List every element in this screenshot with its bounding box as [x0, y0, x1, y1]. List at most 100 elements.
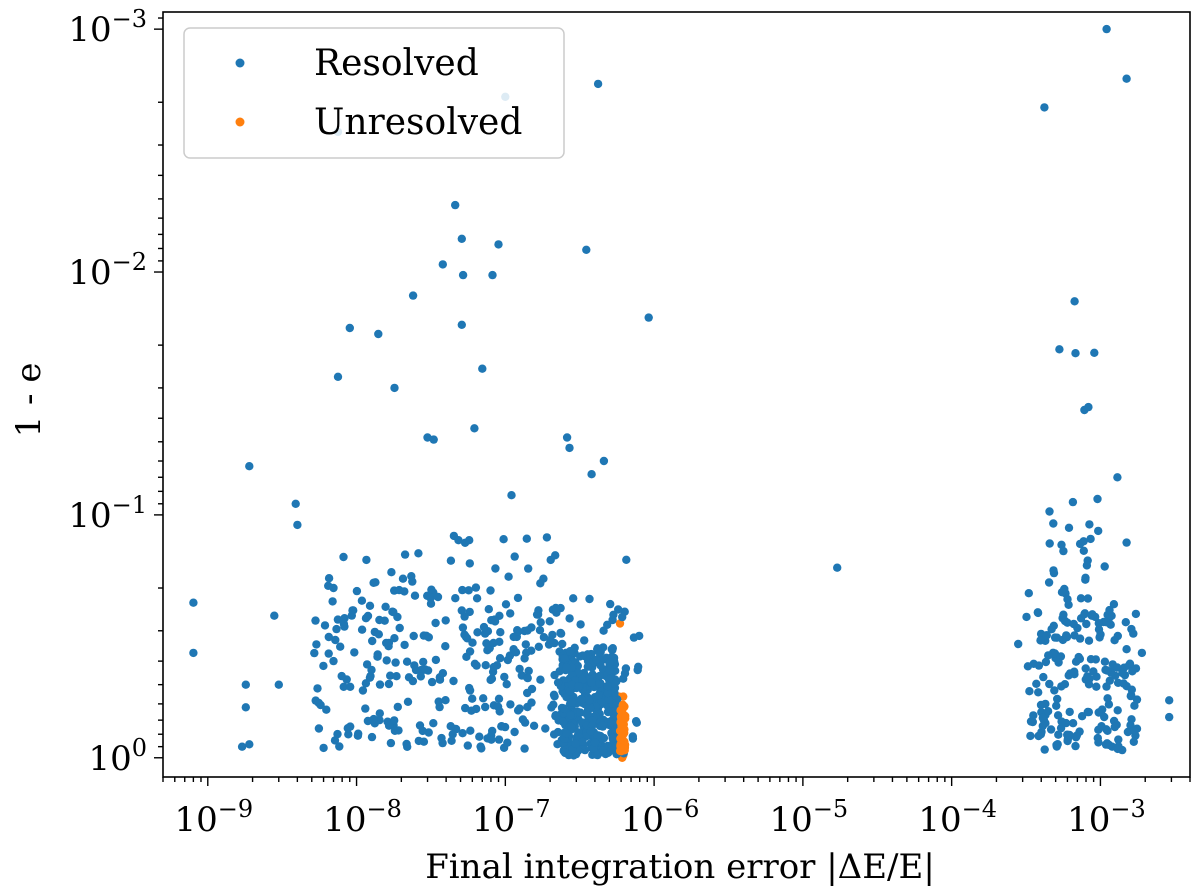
- resolved-point: [458, 270, 468, 280]
- resolved-point: [490, 617, 500, 626]
- resolved-point: [578, 651, 587, 660]
- resolved-point: [585, 703, 595, 712]
- resolved-point: [584, 696, 594, 705]
- resolved-point: [433, 592, 443, 602]
- resolved-point: [339, 552, 348, 562]
- resolved-point: [1118, 668, 1127, 678]
- resolved-point: [353, 731, 363, 740]
- resolved-point: [536, 618, 545, 627]
- resolved-point: [1071, 733, 1081, 742]
- resolved-point: [472, 661, 481, 670]
- resolved-point: [1057, 588, 1067, 597]
- resolved-point: [468, 638, 477, 647]
- resolved-point: [494, 735, 504, 744]
- resolved-point: [189, 598, 198, 607]
- resolved-point: [458, 585, 467, 595]
- resolved-point: [599, 456, 609, 466]
- x-tick-label: 10−5: [770, 795, 849, 840]
- resolved-point: [1065, 730, 1074, 740]
- resolved-point: [458, 623, 468, 632]
- resolved-point: [523, 626, 532, 635]
- resolved-point: [434, 697, 443, 706]
- resolved-point: [1092, 682, 1101, 691]
- resolved-point: [358, 686, 368, 695]
- resolved-point: [438, 260, 447, 269]
- resolved-point: [1165, 696, 1174, 705]
- resolved-point: [1130, 701, 1139, 710]
- resolved-point: [270, 611, 279, 620]
- resolved-point: [1102, 682, 1111, 691]
- x-tick-label: 10−3: [1067, 795, 1146, 840]
- resolved-point: [362, 660, 372, 669]
- resolved-point: [395, 623, 404, 633]
- resolved-point: [527, 698, 536, 707]
- resolved-point: [427, 677, 437, 687]
- resolved-point: [1036, 730, 1046, 739]
- resolved-point: [546, 635, 555, 645]
- y-tick-label: 100: [88, 734, 147, 779]
- resolved-point: [1036, 700, 1046, 710]
- resolved-point: [607, 718, 616, 728]
- resolved-point: [402, 739, 411, 749]
- resolved-point: [488, 270, 497, 280]
- resolved-point: [1119, 679, 1128, 688]
- resolved-point: [502, 680, 511, 689]
- resolved-point: [365, 673, 375, 682]
- resolved-point: [566, 711, 575, 720]
- resolved-point: [424, 633, 433, 642]
- resolved-point: [494, 240, 503, 249]
- resolved-point: [618, 612, 627, 622]
- resolved-point: [606, 599, 615, 609]
- resolved-point: [593, 79, 603, 89]
- resolved-point: [562, 433, 572, 442]
- resolved-point: [500, 672, 509, 682]
- resolved-point: [1052, 633, 1062, 642]
- resolved-point: [532, 610, 542, 619]
- resolved-point: [592, 731, 602, 740]
- resolved-point: [1083, 672, 1092, 681]
- resolved-point: [458, 729, 467, 738]
- resolved-point: [1040, 745, 1049, 754]
- resolved-point: [1024, 589, 1034, 598]
- resolved-point: [319, 743, 328, 753]
- resolved-point: [603, 688, 613, 698]
- resolved-point: [598, 721, 607, 731]
- resolved-point: [1059, 610, 1068, 619]
- resolved-point: [460, 612, 469, 621]
- resolved-point: [491, 564, 500, 573]
- resolved-point: [371, 578, 380, 587]
- resolved-point: [381, 602, 390, 611]
- resolved-point: [390, 634, 399, 643]
- resolved-point: [592, 655, 601, 664]
- resolved-point: [518, 715, 528, 724]
- resolved-point: [344, 730, 353, 739]
- resolved-point: [482, 639, 491, 648]
- resolved-point: [536, 675, 545, 684]
- resolved-point: [549, 700, 558, 709]
- resolved-point: [409, 631, 418, 641]
- resolved-point: [586, 727, 595, 736]
- resolved-point: [1122, 538, 1131, 547]
- resolved-point: [419, 657, 428, 667]
- resolved-point: [1110, 722, 1120, 732]
- resolved-point: [241, 703, 250, 712]
- resolved-point: [1033, 608, 1043, 617]
- resolved-point: [472, 594, 482, 603]
- resolved-point: [1045, 679, 1054, 689]
- resolved-point: [1053, 694, 1062, 704]
- resolved-point: [1097, 722, 1106, 731]
- resolved-point: [479, 622, 489, 632]
- resolved-point: [1044, 651, 1053, 660]
- resolved-point: [475, 732, 484, 741]
- resolved-point: [1026, 731, 1035, 741]
- resolved-point: [330, 736, 340, 745]
- resolved-point: [1053, 740, 1062, 749]
- resolved-point: [565, 647, 575, 656]
- resolved-point: [375, 680, 385, 689]
- resolved-point: [1137, 648, 1147, 658]
- resolved-point: [556, 628, 565, 638]
- resolved-point: [565, 443, 574, 453]
- resolved-point: [1064, 523, 1074, 532]
- resolved-point: [1059, 546, 1068, 556]
